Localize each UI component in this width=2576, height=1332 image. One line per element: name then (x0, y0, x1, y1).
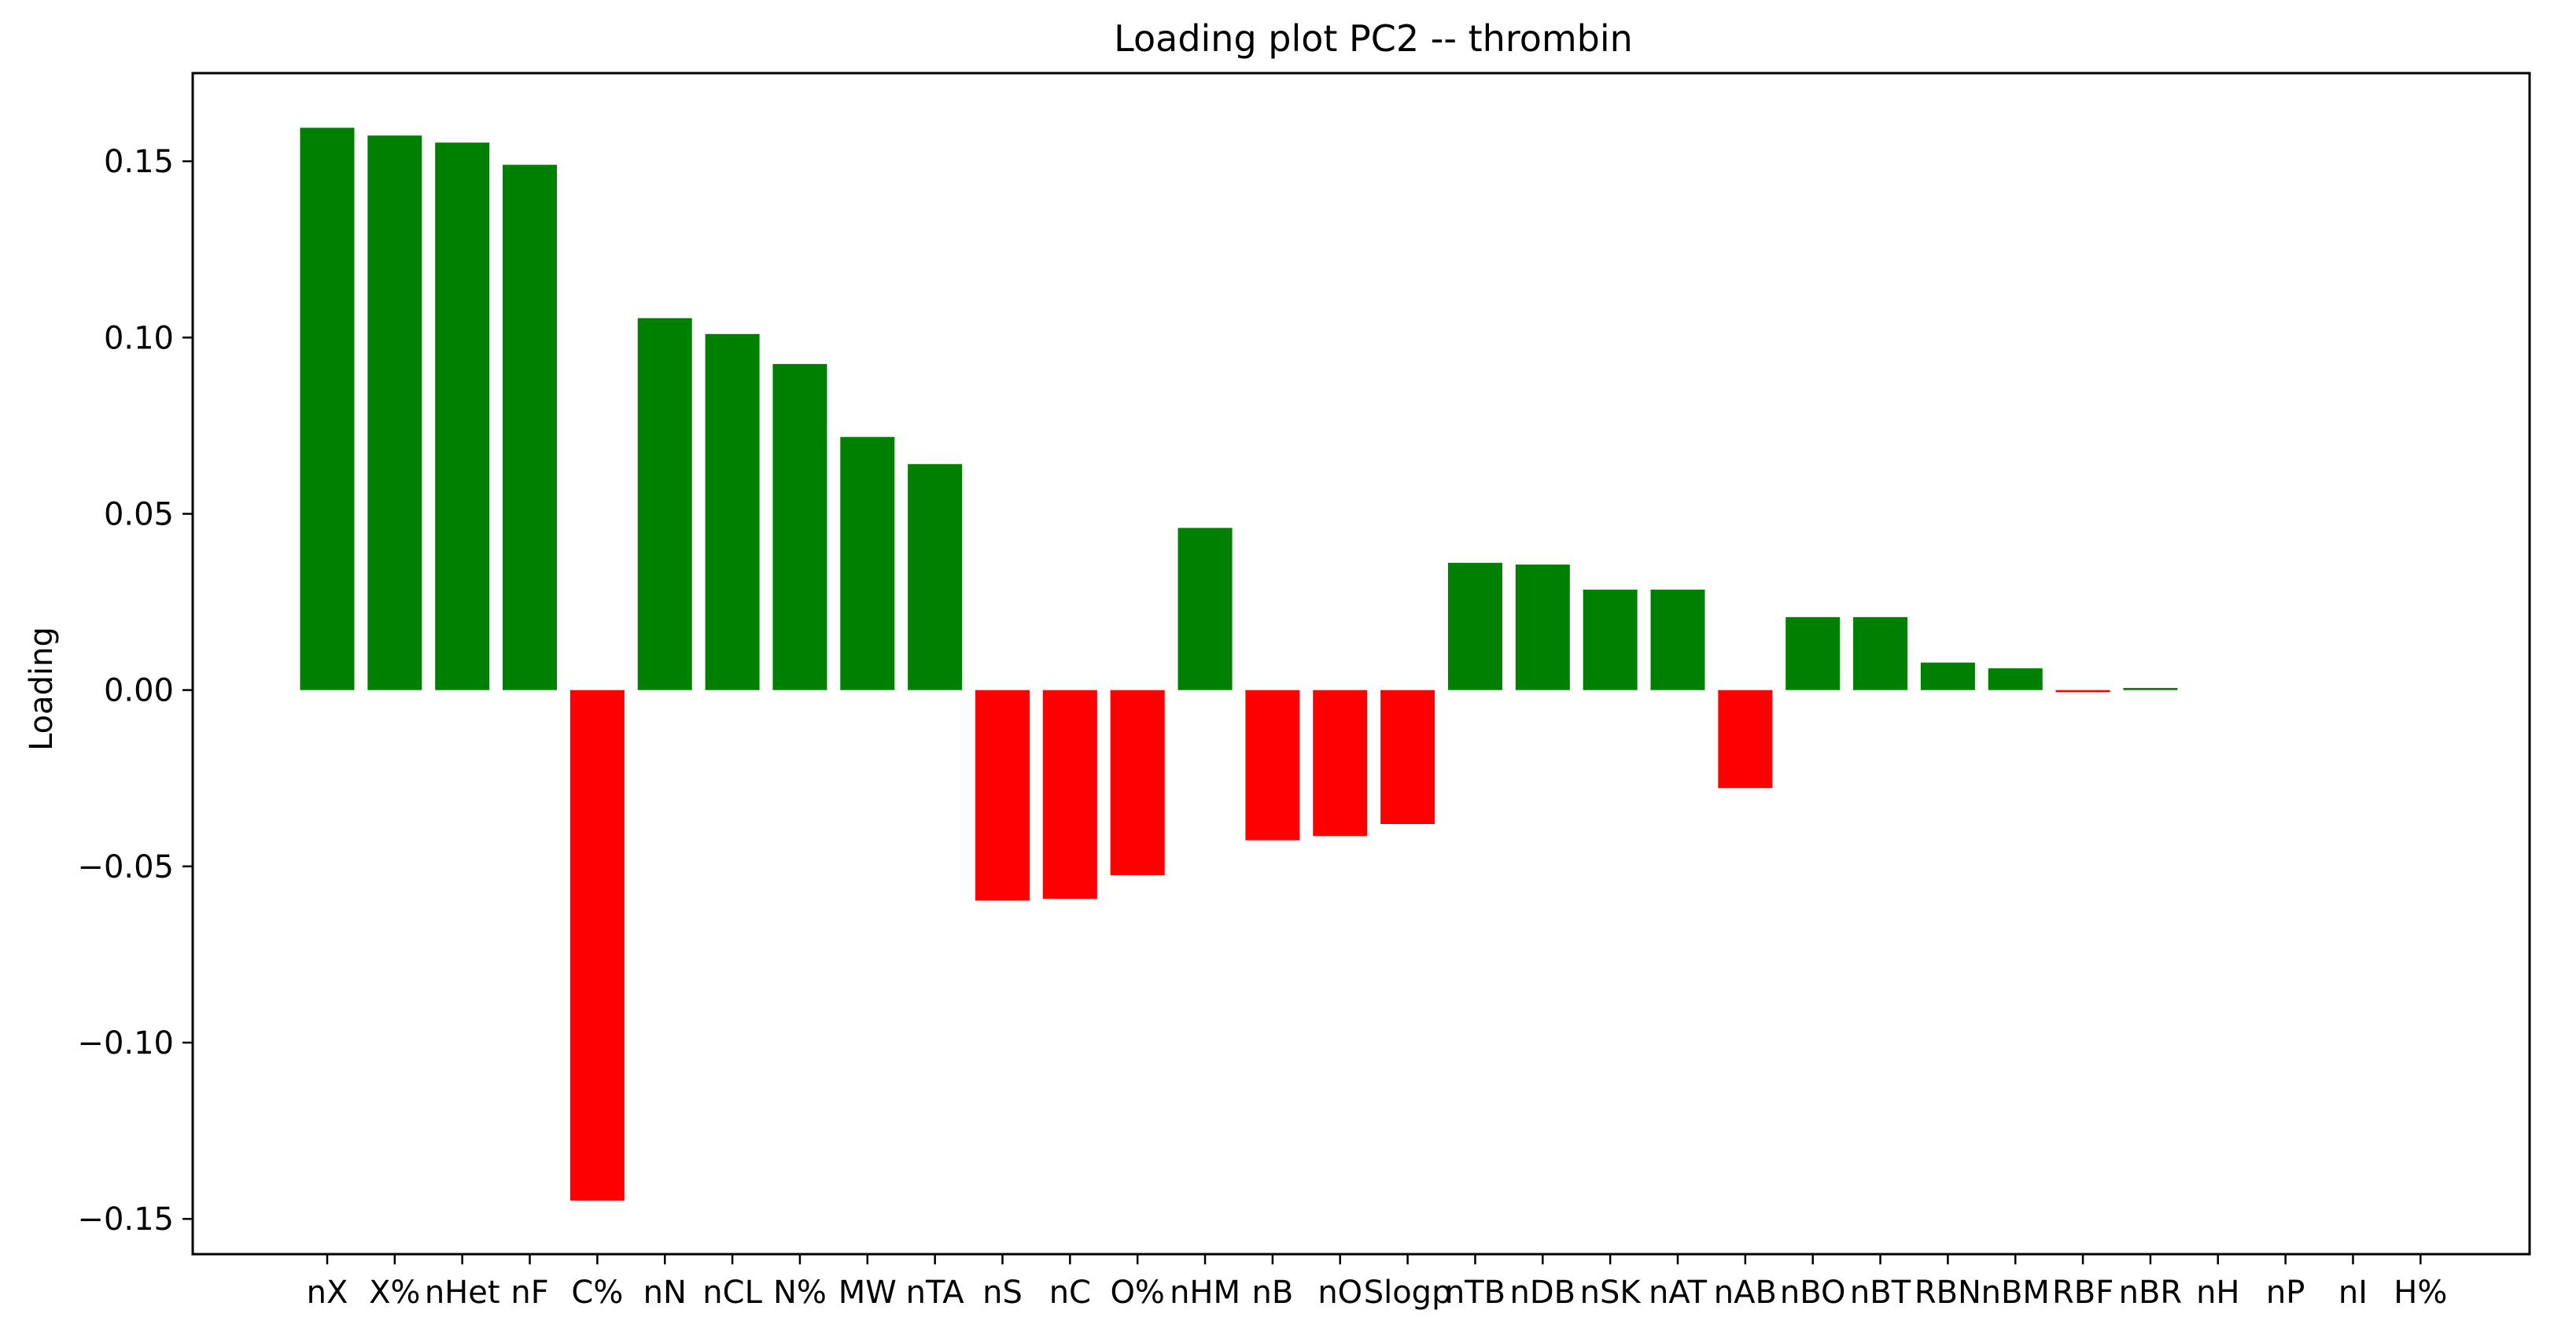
bar-nBR (2123, 687, 2178, 690)
x-tick-label: nB (1252, 1275, 1294, 1311)
bar-nBT (1853, 616, 1908, 690)
bars-group (300, 127, 2178, 1201)
bar-nBO (1786, 616, 1841, 690)
bar-nSK (1583, 589, 1638, 690)
x-tick-label: nO (1317, 1275, 1362, 1311)
bar-C% (569, 690, 625, 1201)
plot-frame (191, 72, 2531, 1256)
bar-nAT (1650, 589, 1705, 690)
bar-nHM (1177, 528, 1233, 690)
x-tick-label: C% (571, 1275, 623, 1311)
x-tick-label: MW (838, 1275, 897, 1311)
x-tick-label: nBO (1780, 1275, 1846, 1311)
x-tick-label: nDB (1510, 1275, 1576, 1311)
bar-nX (300, 127, 355, 690)
bar-nF (503, 164, 558, 690)
x-tick-label: X% (369, 1275, 420, 1311)
x-tick-label: nTB (1445, 1275, 1505, 1311)
x-tick-label: nAB (1714, 1275, 1777, 1311)
x-tick-label: nTA (906, 1275, 965, 1311)
x-tick-label: N% (773, 1275, 827, 1311)
x-tick-label: RBF (2052, 1275, 2113, 1311)
x-tick-label: nF (510, 1275, 548, 1311)
x-tick-label: O% (1110, 1275, 1165, 1311)
bar-nS (975, 690, 1030, 901)
bar-X% (367, 135, 422, 690)
x-tick-label: nH (2196, 1275, 2239, 1311)
y-axis: −0.15 −0.10 −0.05 0.00 0.05 0.10 0.15 (77, 144, 193, 1238)
y-tick-label: 0.15 (104, 144, 174, 180)
bar-nO (1313, 690, 1368, 837)
x-tick-label: H% (2394, 1275, 2447, 1311)
x-tick-label: Slogp (1364, 1275, 1452, 1311)
bar-nTB (1447, 562, 1502, 690)
bar-O% (1110, 690, 1165, 876)
y-tick-label: −0.10 (77, 1025, 174, 1062)
x-tick-label: nBT (1850, 1275, 1911, 1311)
x-tick-label: nBR (2119, 1275, 2183, 1311)
x-axis: nX X% nHet nF C% nN nCL N% MW nTA nS nC O% nHM nB nO Slo… (307, 1254, 2447, 1311)
y-tick-label: 0.10 (104, 320, 174, 356)
bar-Slogp (1380, 690, 1435, 825)
bar-RBN (1920, 662, 1975, 690)
y-tick-label: −0.15 (77, 1201, 174, 1238)
bar-nDB (1515, 565, 1570, 690)
x-tick-label: nP (2266, 1275, 2305, 1311)
x-tick-label: nAT (1649, 1275, 1708, 1311)
x-tick-label: nS (982, 1275, 1023, 1311)
y-tick-label: 0.00 (104, 673, 174, 709)
x-tick-label: RBN (1914, 1275, 1981, 1311)
chart-title: Loading plot PC2 -- thrombin (1114, 17, 1633, 60)
bar-nBM (1988, 668, 2043, 690)
bar-nC (1042, 690, 1097, 900)
bar-nCL (705, 333, 760, 690)
x-tick-label: nHM (1170, 1275, 1240, 1311)
bar-RBF (2055, 690, 2110, 693)
bar-nTA (908, 464, 963, 690)
x-tick-label: nBM (1981, 1275, 2050, 1311)
x-tick-label: nI (2338, 1275, 2368, 1311)
x-tick-label: nC (1049, 1275, 1091, 1311)
y-tick-label: 0.05 (104, 496, 174, 532)
y-tick-label: −0.05 (77, 849, 174, 885)
bar-MW (840, 436, 895, 690)
bar-nB (1245, 690, 1300, 841)
bar-N% (772, 363, 827, 690)
bar-nHet (435, 142, 490, 690)
x-tick-label: nHet (425, 1275, 500, 1311)
bar-nN (637, 318, 692, 690)
x-tick-label: nSK (1580, 1275, 1642, 1311)
y-axis-title: Loading (24, 627, 60, 751)
x-tick-label: nX (307, 1275, 348, 1311)
bar-nAB (1718, 690, 1773, 789)
x-tick-label: nN (643, 1275, 687, 1311)
x-tick-label: nCL (702, 1275, 762, 1311)
